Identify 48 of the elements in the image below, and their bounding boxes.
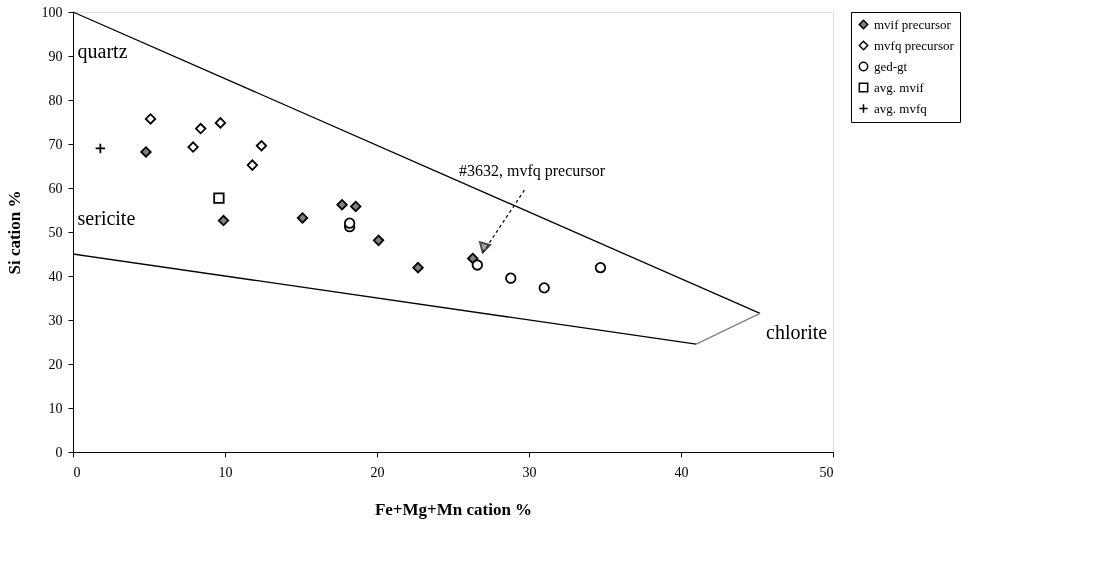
annotation: #3632, mvfq precursor bbox=[458, 162, 606, 181]
legend-label: ged-gt bbox=[874, 58, 908, 74]
y-tick-label: 90 bbox=[48, 48, 63, 64]
point bbox=[94, 142, 106, 155]
point bbox=[538, 282, 550, 294]
x-axis-title: Fe+Mg+Mn cation % bbox=[374, 499, 533, 519]
point bbox=[195, 122, 207, 135]
point bbox=[296, 212, 309, 224]
y-tick-label: 30 bbox=[48, 312, 63, 328]
y-axis-title: Si cation % bbox=[4, 190, 24, 275]
legend-label: mvfq precursor bbox=[874, 37, 955, 53]
y-tick-label: 10 bbox=[48, 400, 63, 416]
x-tick-label: 20 bbox=[370, 464, 385, 480]
y-tick-label: 80 bbox=[48, 92, 63, 108]
legend-label: avg. mvif bbox=[874, 79, 925, 95]
y-tick-label: 70 bbox=[48, 136, 63, 152]
point bbox=[471, 259, 483, 271]
x-tick-label: 40 bbox=[674, 464, 689, 480]
y-tick-label: 100 bbox=[41, 4, 63, 20]
point bbox=[217, 214, 230, 227]
x-tick-label: 50 bbox=[819, 464, 834, 480]
annotation: quartz bbox=[77, 39, 128, 63]
point bbox=[144, 113, 157, 125]
annotation: sericite bbox=[77, 206, 136, 229]
point bbox=[344, 217, 356, 229]
y-tick-label: 20 bbox=[48, 356, 63, 372]
y-tick-label: 60 bbox=[48, 180, 63, 196]
legend-label: mvif precursor bbox=[874, 16, 952, 32]
point bbox=[213, 192, 225, 204]
x-tick-label: 30 bbox=[522, 464, 537, 480]
point bbox=[246, 159, 258, 171]
y-tick-label: 40 bbox=[48, 268, 63, 284]
point bbox=[412, 262, 424, 274]
x-tick-label: 10 bbox=[218, 464, 233, 480]
legend-label: avg. mvfq bbox=[874, 100, 928, 116]
point bbox=[336, 199, 348, 211]
point bbox=[505, 272, 517, 284]
x-tick-label: 0 bbox=[73, 464, 81, 480]
point bbox=[594, 262, 607, 274]
y-tick-label: 0 bbox=[55, 444, 63, 460]
y-tick-label: 50 bbox=[48, 224, 63, 240]
point bbox=[214, 117, 227, 129]
point bbox=[187, 141, 199, 153]
point bbox=[350, 200, 362, 213]
point bbox=[372, 234, 385, 246]
point bbox=[255, 140, 268, 152]
annotation: chlorite bbox=[766, 321, 828, 344]
point bbox=[140, 146, 152, 158]
